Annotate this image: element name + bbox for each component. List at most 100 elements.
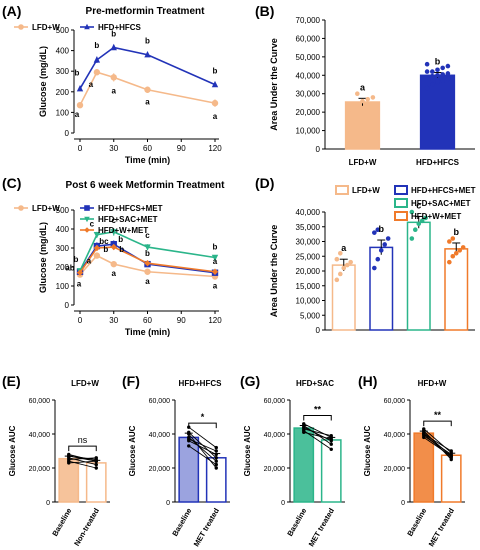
panel-title-a: Pre-metformin Treatment xyxy=(86,6,206,17)
paired-line xyxy=(68,460,97,469)
y-tick-label: 60,000 xyxy=(264,398,286,405)
data-point xyxy=(430,76,435,82)
y-tick-label: 20,000 xyxy=(149,466,171,473)
significance-letter: b xyxy=(379,224,385,234)
data-point xyxy=(302,430,306,434)
data-point xyxy=(422,432,426,436)
paired-line xyxy=(303,425,332,445)
data-point xyxy=(378,248,384,253)
data-point xyxy=(76,269,84,276)
significance-letter: c xyxy=(145,231,150,240)
data-point xyxy=(424,61,430,67)
x-tick-label: 0 xyxy=(78,144,83,153)
panel-letter-g: (G) xyxy=(240,373,260,389)
data-point xyxy=(360,98,365,104)
y-tick-label: 0 xyxy=(316,145,321,154)
x-tick-label: 90 xyxy=(177,316,186,325)
significance-letter: b xyxy=(118,235,123,244)
significance-letter: b xyxy=(94,41,99,50)
data-point xyxy=(435,78,440,84)
data-point xyxy=(355,106,360,111)
data-point xyxy=(110,243,117,251)
significance-label: ** xyxy=(314,405,322,415)
data-point xyxy=(412,227,418,232)
data-point xyxy=(348,259,353,265)
legend-marker xyxy=(84,227,90,233)
panel-letter-f: (F) xyxy=(122,373,140,389)
data-point xyxy=(341,265,347,271)
significance-letter: bc xyxy=(99,237,109,246)
paired-line xyxy=(188,437,217,462)
data-point xyxy=(349,108,355,113)
data-point xyxy=(449,454,453,458)
y-tick-label: 70,000 xyxy=(296,16,321,25)
significance-letter: b xyxy=(111,30,116,39)
legend-marker xyxy=(84,216,90,223)
significance-letter: ab xyxy=(65,264,74,273)
panel-title-g: HFD+SAC xyxy=(296,379,334,388)
y-tick-label: 30,000 xyxy=(296,90,321,99)
data-point xyxy=(460,245,466,250)
y-tick-label: 20,000 xyxy=(29,466,51,473)
data-point xyxy=(445,71,451,76)
data-point xyxy=(93,56,101,63)
significance-letter: b xyxy=(75,69,80,78)
paired-line xyxy=(423,433,452,452)
data-point xyxy=(211,99,219,107)
significance-label: ** xyxy=(434,410,442,420)
data-point xyxy=(214,466,218,470)
legend-label: LFD+W xyxy=(32,204,60,213)
data-point xyxy=(430,69,435,74)
x-tick-label: LFD+W xyxy=(349,158,377,167)
bar xyxy=(440,454,462,503)
data-point xyxy=(447,259,452,265)
y-tick-label: 200 xyxy=(56,263,70,272)
data-point xyxy=(329,434,333,438)
data-point xyxy=(93,244,101,252)
y-axis-title: Glucose AUC xyxy=(8,425,17,476)
data-point xyxy=(449,449,453,453)
y-tick-label: 20,000 xyxy=(384,466,406,473)
data-point xyxy=(211,80,219,88)
y-axis-title: Glucose (mg/dL) xyxy=(38,46,48,117)
y-tick-label: 10,000 xyxy=(296,297,321,306)
panel-title-e: LFD+W xyxy=(71,379,99,388)
data-point xyxy=(349,102,355,108)
panel-letter-b: (B) xyxy=(255,3,274,19)
panel-letter-c: (C) xyxy=(2,175,21,191)
legend-label: HFD+SAC+MET xyxy=(411,199,471,208)
x-tick-label: Non-treated xyxy=(72,506,101,547)
data-point xyxy=(144,260,151,267)
legend-marker xyxy=(18,24,24,30)
x-tick-label: Baseline xyxy=(50,507,73,538)
data-point xyxy=(372,265,377,271)
data-point xyxy=(67,454,71,458)
y-tick-label: 400 xyxy=(56,47,70,56)
data-point xyxy=(409,209,415,215)
data-point xyxy=(422,435,426,440)
x-tick-label: Baseline xyxy=(170,507,193,538)
data-point xyxy=(110,43,117,51)
y-tick-label: 500 xyxy=(56,26,70,35)
data-point xyxy=(453,251,459,256)
significance-letter: a xyxy=(360,82,366,92)
data-point xyxy=(419,218,425,224)
y-tick-label: 100 xyxy=(56,282,70,291)
significance-label: * xyxy=(201,412,205,422)
significance-letter: a xyxy=(89,80,94,89)
significance-letter: a xyxy=(112,86,117,95)
y-tick-label: 300 xyxy=(56,67,70,76)
significance-letter: c xyxy=(90,220,95,229)
data-point xyxy=(144,86,151,93)
data-point xyxy=(422,428,426,433)
data-point xyxy=(449,457,453,462)
data-point xyxy=(94,457,98,462)
significance-bracket xyxy=(423,420,452,427)
data-point xyxy=(110,74,117,81)
significance-letter: b xyxy=(213,243,218,252)
x-axis-title: Time (min) xyxy=(125,327,170,337)
data-point xyxy=(214,462,218,467)
significance-letter: b xyxy=(145,249,150,258)
data-point xyxy=(302,427,306,431)
y-tick-label: 0 xyxy=(281,500,285,507)
